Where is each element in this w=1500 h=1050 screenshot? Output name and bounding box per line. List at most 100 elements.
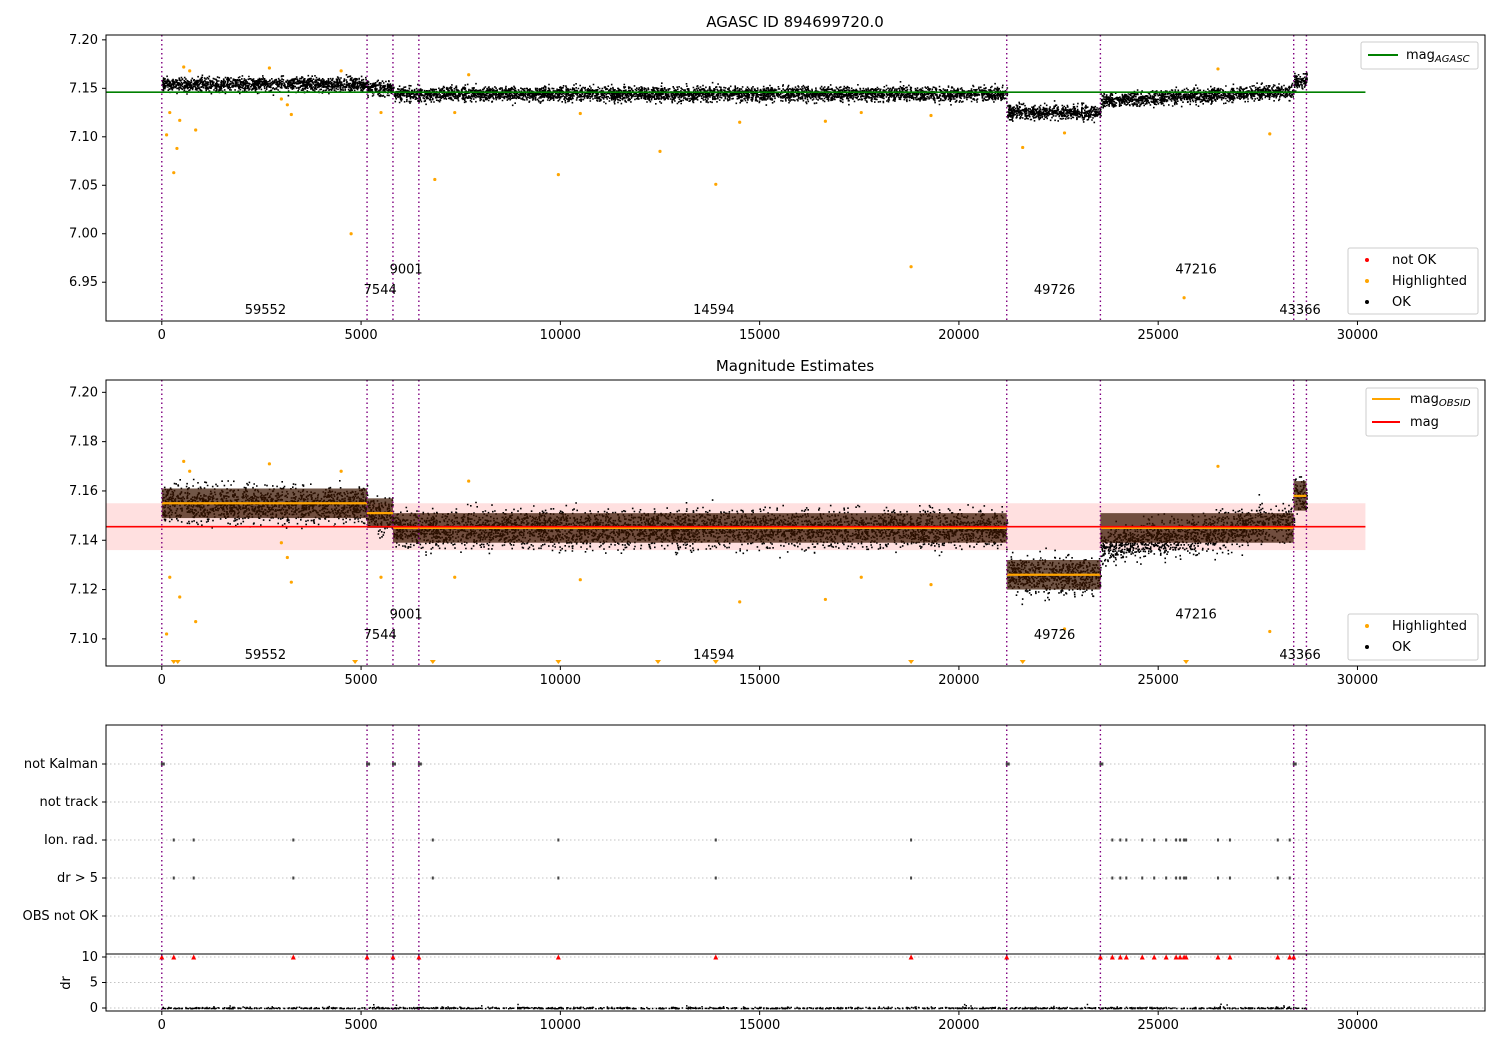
dr-capped-marker bbox=[390, 954, 396, 960]
dr-capped-marker bbox=[159, 954, 165, 960]
dr-capped-marker bbox=[1123, 954, 1129, 960]
dr-capped-marker bbox=[1287, 954, 1293, 960]
highlighted-point bbox=[1268, 132, 1272, 136]
obsid-label: 7544 bbox=[364, 283, 397, 298]
panel2-xtick-label: 0 bbox=[158, 673, 166, 688]
panel2-ytick-label: 7.18 bbox=[69, 435, 98, 450]
highlighted-point bbox=[1268, 629, 1272, 634]
panel1-xtick-label: 20000 bbox=[938, 328, 979, 343]
panel1-ytick-label: 7.15 bbox=[69, 81, 98, 96]
highlighted-point bbox=[339, 469, 343, 473]
flag-point bbox=[1099, 762, 1104, 766]
panel1-xtick-label: 0 bbox=[158, 328, 166, 343]
legend2-highlighted: Highlighted bbox=[1392, 619, 1467, 634]
highlighted-point bbox=[909, 265, 913, 269]
dr-capped-marker bbox=[1117, 954, 1123, 960]
panel1-xtick-label: 30000 bbox=[1337, 328, 1378, 343]
panel1-ok-points bbox=[161, 72, 1308, 124]
flag-point bbox=[1288, 838, 1291, 842]
highlighted-point bbox=[279, 97, 283, 101]
panel-magnitude-estimates: Magnitude Estimates 59552 7544 9001 14594 49… bbox=[69, 357, 1486, 688]
highlighted-point bbox=[823, 597, 827, 602]
panel2-ytick-label: 7.20 bbox=[69, 385, 98, 400]
legend-ok: OK bbox=[1392, 295, 1411, 310]
panel1-legend-bottom: not OK Highlighted OK bbox=[1347, 247, 1479, 315]
highlighted-point bbox=[433, 177, 437, 182]
flag-point bbox=[714, 876, 717, 880]
dr-capped-marker bbox=[1163, 954, 1169, 960]
panel2-xtick-label: 10000 bbox=[540, 673, 581, 688]
panel1-title: AGASC ID 894699720.0 bbox=[706, 13, 884, 31]
dr-capped-marker bbox=[364, 954, 370, 960]
panel2-ytick-label: 7.14 bbox=[69, 533, 98, 548]
panel1-xtick-label: 10000 bbox=[540, 328, 581, 343]
highlighted-point bbox=[168, 575, 172, 579]
highlighted-point bbox=[1021, 145, 1025, 150]
obsid-label: 47216 bbox=[1175, 607, 1216, 622]
dr-capped-marker bbox=[1004, 954, 1010, 960]
highlighted-point bbox=[178, 118, 182, 122]
panel2-frame bbox=[105, 379, 1486, 667]
below-range-marker bbox=[174, 660, 181, 664]
highlighted-point bbox=[172, 171, 176, 175]
flag-row-label: Ion. rad. bbox=[44, 833, 98, 848]
flag-point bbox=[1005, 762, 1010, 766]
obsid-label: 14594 bbox=[693, 303, 734, 318]
panel2-xtick-label: 20000 bbox=[938, 673, 979, 688]
flag-row-label: OBS not OK bbox=[23, 909, 99, 924]
flag-point bbox=[1276, 876, 1279, 880]
highlighted-point bbox=[379, 110, 383, 115]
highlighted-point bbox=[1062, 627, 1067, 631]
obsid-label: 49726 bbox=[1034, 628, 1075, 643]
flag-point bbox=[1216, 838, 1219, 842]
legend-mag-obsid: magOBSID bbox=[1410, 392, 1471, 409]
flag-point bbox=[292, 876, 295, 880]
obsid-label: 43366 bbox=[1279, 303, 1320, 318]
highlighted-point bbox=[285, 555, 289, 560]
flag-point bbox=[1165, 838, 1168, 842]
flag-point bbox=[1125, 838, 1128, 842]
highlighted-point bbox=[182, 459, 186, 463]
dr-capped-marker bbox=[171, 954, 177, 960]
highlighted-point bbox=[379, 575, 383, 579]
below-range-marker bbox=[170, 660, 177, 664]
flag-point bbox=[1228, 838, 1231, 842]
legend-mag-agasc: magAGASC bbox=[1406, 48, 1470, 65]
highlighted-point bbox=[467, 479, 471, 483]
flag-point bbox=[1292, 762, 1297, 766]
obsid-label: 59552 bbox=[245, 303, 286, 318]
panel1-ytick-label: 6.95 bbox=[69, 275, 98, 290]
panel3-frame bbox=[105, 724, 1486, 1012]
flag-point bbox=[1153, 876, 1156, 880]
highlighted-point bbox=[182, 65, 186, 69]
flag-point bbox=[431, 838, 434, 842]
highlighted-point bbox=[188, 69, 192, 73]
highlighted-point bbox=[859, 575, 863, 579]
dr-capped-marker bbox=[290, 954, 296, 960]
highlighted-point bbox=[285, 103, 289, 107]
flag-point bbox=[172, 838, 175, 842]
highlighted-point bbox=[738, 120, 742, 124]
flag-point bbox=[1125, 876, 1128, 880]
highlighted-point bbox=[164, 632, 169, 636]
dr-capped-marker bbox=[1109, 954, 1115, 960]
highlighted-point bbox=[658, 149, 662, 153]
dr-capped-marker bbox=[1275, 954, 1281, 960]
flag-point bbox=[1111, 876, 1114, 880]
dr-capped-marker bbox=[713, 954, 719, 960]
highlighted-point bbox=[289, 112, 293, 117]
flag-point bbox=[1183, 838, 1186, 842]
highlighted-point bbox=[1062, 131, 1067, 135]
flag-point bbox=[1165, 876, 1168, 880]
highlighted-point bbox=[349, 232, 353, 236]
obsid-label: 59552 bbox=[245, 648, 286, 663]
flag-point bbox=[192, 838, 195, 842]
below-range-marker bbox=[1019, 660, 1026, 664]
highlighted-point bbox=[1216, 67, 1220, 71]
below-range-marker bbox=[555, 660, 562, 664]
flag-point bbox=[431, 876, 434, 880]
dr-capped-marker bbox=[1139, 954, 1145, 960]
panel1-legend-top: magAGASC bbox=[1360, 41, 1479, 70]
panel-flags: not Kalman not track Ion. rad. dr > 5 OBS no… bbox=[23, 724, 1486, 1033]
